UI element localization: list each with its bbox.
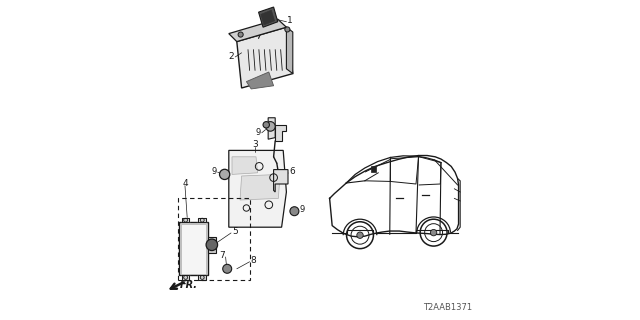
- Polygon shape: [259, 7, 278, 27]
- Polygon shape: [179, 222, 208, 275]
- Circle shape: [431, 229, 437, 236]
- Text: 7: 7: [219, 252, 225, 260]
- Polygon shape: [275, 125, 287, 141]
- Circle shape: [238, 32, 243, 37]
- Circle shape: [290, 207, 299, 216]
- Text: 5: 5: [232, 228, 237, 236]
- Circle shape: [285, 27, 290, 32]
- Circle shape: [223, 264, 232, 273]
- Polygon shape: [229, 150, 287, 227]
- Polygon shape: [237, 27, 292, 88]
- Text: T2AAB1371: T2AAB1371: [423, 303, 472, 312]
- Bar: [178, 198, 250, 280]
- Text: FR.: FR.: [180, 280, 198, 291]
- Polygon shape: [261, 10, 275, 25]
- Text: 4: 4: [183, 180, 189, 188]
- Text: 9: 9: [212, 167, 217, 176]
- Circle shape: [357, 232, 364, 238]
- Text: 9: 9: [255, 128, 261, 137]
- Polygon shape: [246, 72, 274, 89]
- Polygon shape: [198, 275, 206, 280]
- Polygon shape: [208, 237, 216, 253]
- Text: 1: 1: [287, 16, 293, 25]
- Polygon shape: [268, 118, 275, 139]
- Polygon shape: [181, 224, 206, 274]
- Polygon shape: [229, 19, 287, 42]
- Text: 8: 8: [250, 256, 256, 265]
- Circle shape: [220, 169, 230, 180]
- Text: 9: 9: [300, 205, 305, 214]
- Text: 6: 6: [289, 167, 294, 176]
- Text: 3: 3: [253, 140, 258, 149]
- Circle shape: [266, 122, 275, 131]
- Polygon shape: [287, 27, 292, 74]
- Polygon shape: [182, 218, 189, 222]
- Circle shape: [206, 239, 218, 251]
- Circle shape: [263, 122, 269, 128]
- Polygon shape: [198, 218, 206, 222]
- Bar: [371, 166, 376, 172]
- Polygon shape: [274, 170, 288, 192]
- Polygon shape: [182, 275, 189, 280]
- Text: 2: 2: [228, 52, 234, 60]
- Polygon shape: [240, 174, 280, 200]
- Polygon shape: [232, 157, 258, 174]
